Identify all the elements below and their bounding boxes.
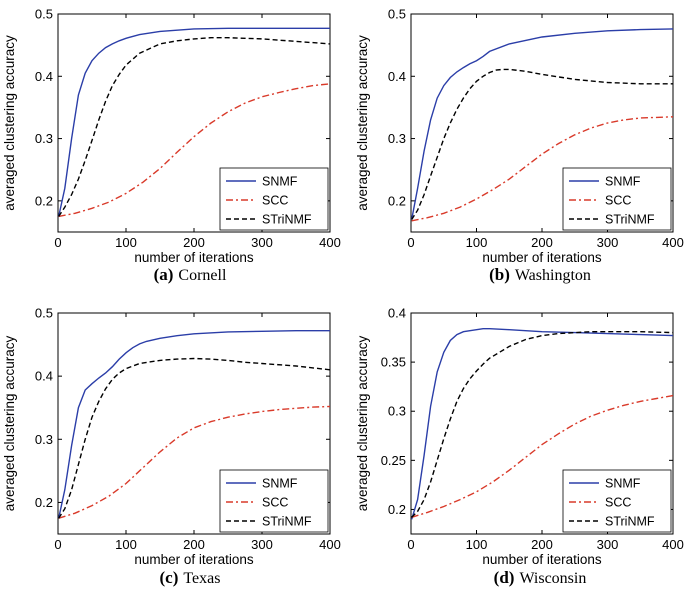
x-tick-label: 400 xyxy=(662,235,684,250)
y-axis-label: averaged clustering accuracy xyxy=(355,35,370,211)
legend: SNMF SCC STriNMF xyxy=(562,167,672,231)
x-axis-label: number of iterations xyxy=(134,552,254,567)
legend-label-scc: SCC xyxy=(605,194,631,208)
legend-label-snmf: SNMF xyxy=(605,175,641,189)
caption-name: Wisconsin xyxy=(519,570,586,587)
caption-letter: (b) xyxy=(489,265,510,284)
caption-letter: (a) xyxy=(154,265,174,284)
y-tick-label: 0.4 xyxy=(35,369,53,384)
caption-letter: (c) xyxy=(160,568,179,587)
series-line-scc xyxy=(411,394,674,518)
x-tick-label: 200 xyxy=(531,235,553,250)
x-axis-label: number of iterations xyxy=(482,552,602,567)
y-tick-label: 0.2 xyxy=(388,502,406,517)
legend-label-scc: SCC xyxy=(262,496,288,510)
legend-label-scc: SCC xyxy=(262,194,288,208)
y-tick-label: 0.3 xyxy=(35,131,53,146)
caption-letter: (d) xyxy=(494,568,515,587)
series-line-snmf xyxy=(411,28,674,220)
y-tick-label: 0.2 xyxy=(35,495,53,510)
legend: SNMF SCC STriNMF xyxy=(219,167,329,231)
x-tick-label: 400 xyxy=(319,537,341,552)
y-tick-label: 0.5 xyxy=(388,7,406,22)
x-axis-label: number of iterations xyxy=(134,250,254,265)
legend-label-snmf: SNMF xyxy=(262,175,298,189)
x-tick-label: 100 xyxy=(115,537,137,552)
series-line-scc xyxy=(58,83,331,218)
series-line-strinmf xyxy=(411,68,673,220)
x-tick-label: 300 xyxy=(597,235,619,250)
series-line-strinmf xyxy=(411,331,674,518)
y-axis-label: averaged clustering accuracy xyxy=(2,335,17,511)
y-tick-label: 0.4 xyxy=(388,69,406,84)
chart-panel-2: 0 100 200 300 400 0.2 0.3 0.4 0.5 number of itera… xyxy=(355,7,684,285)
x-tick-label: 200 xyxy=(531,537,553,552)
legend: SNMF SCC STriNMF xyxy=(219,469,329,533)
y-tick-label: 0.4 xyxy=(388,306,406,321)
chart-panel-4: 0 100 200 300 400 0.2 0.25 0.3 0.35 0.4 number of … xyxy=(355,306,684,588)
series-line-strinmf xyxy=(58,37,331,217)
x-tick-label: 0 xyxy=(54,537,61,552)
x-tick-label: 200 xyxy=(183,537,205,552)
series-line-snmf xyxy=(58,27,330,217)
chart-panel-1: 0 100 200 300 400 0.2 0.3 0.4 0.5 number of itera… xyxy=(2,7,341,285)
series-line-snmf xyxy=(58,330,330,519)
x-tick-label: 400 xyxy=(319,235,341,250)
legend-label-strinmf: STriNMF xyxy=(262,515,312,529)
x-tick-label: 300 xyxy=(251,235,273,250)
y-tick-label: 0.3 xyxy=(388,404,406,419)
legend-label-strinmf: STriNMF xyxy=(605,515,655,529)
legend-label-strinmf: STriNMF xyxy=(605,213,655,227)
y-tick-label: 0.25 xyxy=(381,453,406,468)
x-tick-label: 100 xyxy=(115,235,137,250)
caption-name: Cornell xyxy=(178,267,227,284)
y-tick-label: 0.3 xyxy=(388,131,406,146)
legend-label-snmf: SNMF xyxy=(605,477,641,491)
x-tick-label: 0 xyxy=(407,537,414,552)
y-tick-label: 0.5 xyxy=(35,7,53,22)
x-tick-label: 300 xyxy=(597,537,619,552)
x-tick-label: 100 xyxy=(466,235,488,250)
y-axis-label: averaged clustering accuracy xyxy=(2,35,17,211)
chart-panel-3: 0 100 200 300 400 0.2 0.3 0.4 0.5 number of itera… xyxy=(2,306,341,588)
series-line-snmf xyxy=(411,328,674,520)
legend-label-scc: SCC xyxy=(605,496,631,510)
y-tick-label: 0.35 xyxy=(381,355,406,370)
y-tick-label: 0.2 xyxy=(388,193,406,208)
x-tick-label: 400 xyxy=(662,537,684,552)
y-tick-label: 0.3 xyxy=(35,432,53,447)
series-line-strinmf xyxy=(58,357,331,519)
panel-caption: (b) Washington xyxy=(489,265,591,284)
panel-caption: (c) Texas xyxy=(160,568,221,587)
x-tick-label: 0 xyxy=(54,235,61,250)
series-line-scc xyxy=(58,405,331,519)
caption-name: Texas xyxy=(183,570,220,587)
panel-caption: (d) Wisconsin xyxy=(494,568,587,587)
y-tick-label: 0.4 xyxy=(35,69,53,84)
caption-name: Washington xyxy=(515,267,591,284)
legend-label-strinmf: STriNMF xyxy=(262,213,312,227)
x-axis-label: number of iterations xyxy=(482,250,602,265)
y-axis-label: averaged clustering accuracy xyxy=(355,335,370,511)
x-tick-label: 200 xyxy=(183,235,205,250)
series-line-scc xyxy=(411,116,674,222)
x-tick-label: 100 xyxy=(466,537,488,552)
legend: SNMF SCC STriNMF xyxy=(562,469,672,533)
y-tick-label: 0.5 xyxy=(35,306,53,321)
panel-caption: (a) Cornell xyxy=(154,265,227,284)
legend-label-snmf: SNMF xyxy=(262,477,298,491)
x-tick-label: 300 xyxy=(251,537,273,552)
y-tick-label: 0.2 xyxy=(35,193,53,208)
x-tick-label: 0 xyxy=(407,235,414,250)
